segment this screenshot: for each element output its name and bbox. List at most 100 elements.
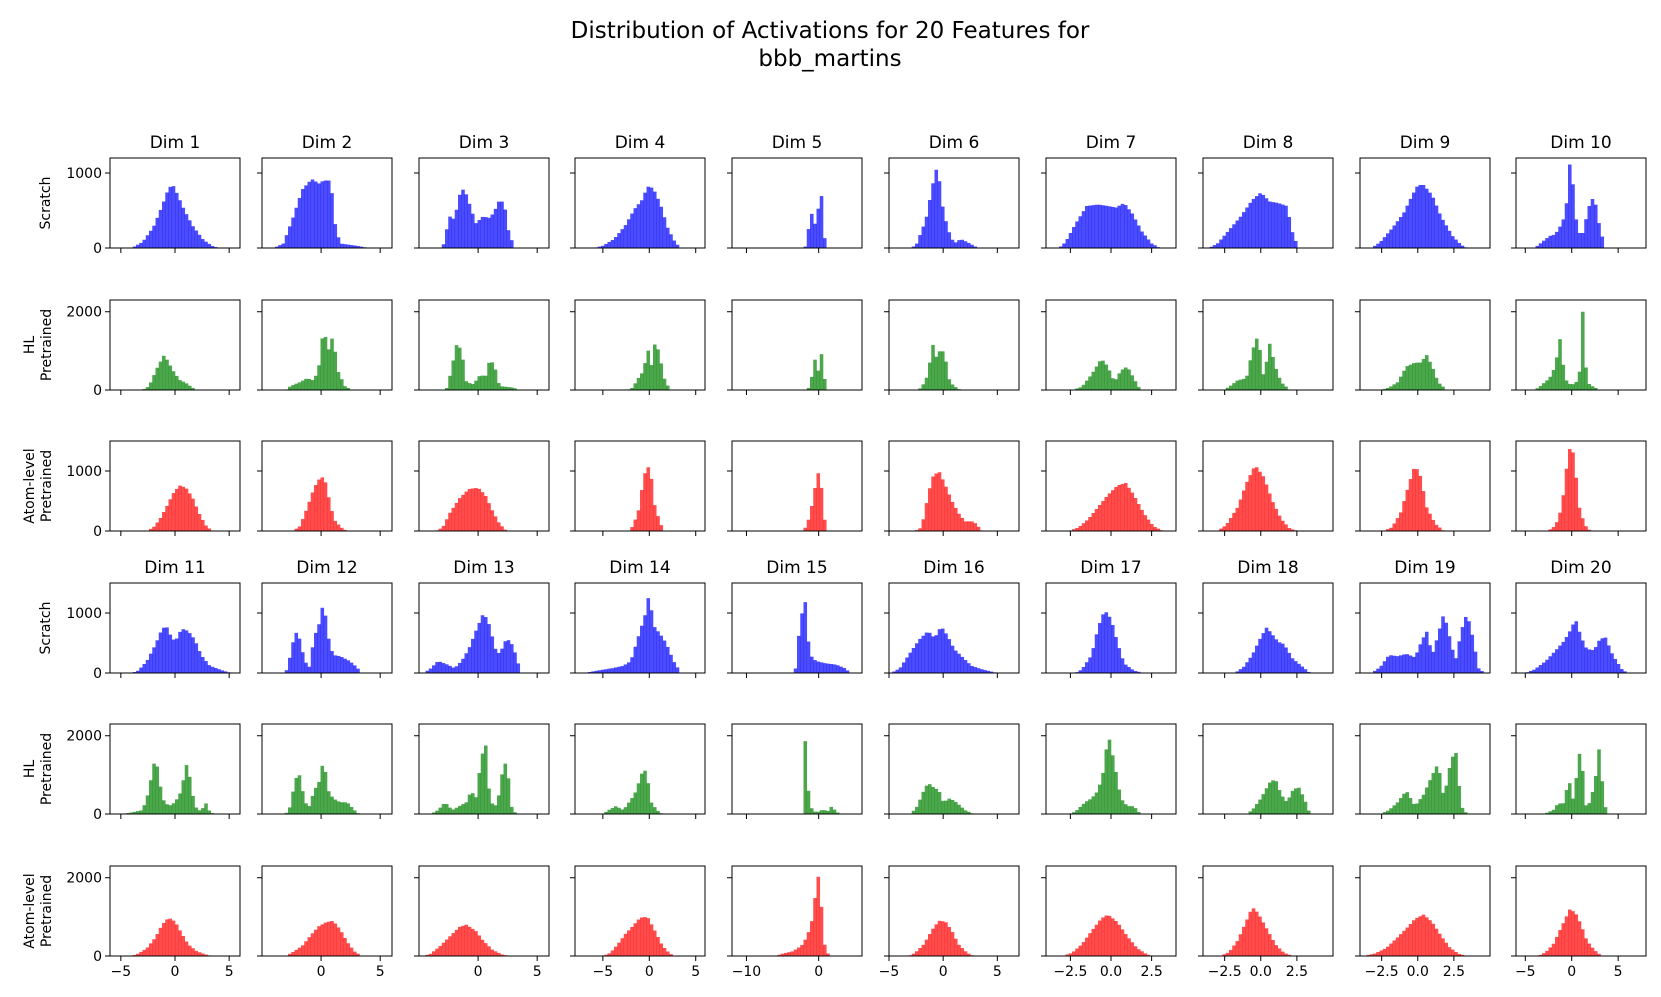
histogram-bar (1225, 231, 1230, 248)
histogram-bar (1574, 621, 1579, 673)
histogram-bar (1137, 387, 1141, 390)
row-label-text: Pretrained (39, 450, 55, 522)
histogram-bar (142, 949, 147, 956)
histogram-bar (1392, 384, 1397, 390)
histogram-bar (627, 219, 631, 248)
histogram-bar (1392, 940, 1397, 956)
histogram-bar (165, 804, 169, 814)
histogram-bar (336, 524, 341, 531)
histogram-bar (1251, 347, 1256, 390)
histogram-bar (1261, 374, 1266, 390)
histogram-bar (1245, 375, 1249, 390)
histogram-bar (349, 806, 354, 814)
histogram-bar (656, 349, 660, 390)
histogram-bar (803, 527, 808, 531)
histogram-bar (623, 807, 628, 814)
histogram-bar (336, 655, 341, 673)
histogram-bar (620, 666, 625, 673)
histogram-bar (194, 950, 199, 956)
histogram-bar (1587, 649, 1592, 673)
histogram-bar (1431, 368, 1436, 390)
histogram-bar (1065, 239, 1070, 248)
histogram-bar (1418, 644, 1423, 673)
histogram-bar (1264, 928, 1269, 956)
histogram-bar (497, 201, 501, 248)
histogram-bar (1386, 387, 1390, 390)
histogram-bar (1545, 380, 1549, 390)
histogram-bar (188, 385, 192, 390)
histogram-bar (1460, 627, 1465, 673)
histogram-bar (467, 926, 472, 956)
histogram-bar (1229, 949, 1233, 956)
subplot-frame (1359, 440, 1491, 532)
histogram-bar (1395, 656, 1400, 673)
histogram-bar (1444, 622, 1449, 673)
histogram-bar (1460, 245, 1465, 248)
subplot (1355, 440, 1491, 536)
histogram-bar (905, 657, 909, 673)
histogram-bar (1402, 654, 1406, 673)
histogram-bar (1111, 378, 1115, 390)
histogram-bar (1555, 936, 1559, 956)
histogram-bar (1075, 528, 1079, 531)
histogram-bar (1264, 627, 1269, 673)
histogram-bar (1564, 637, 1569, 673)
histogram-bar (1594, 776, 1598, 814)
histogram-bar (1564, 790, 1569, 814)
histogram-bar (158, 209, 163, 248)
row-label-text: Scratch (38, 177, 54, 230)
subplot: Dim 9 (1355, 133, 1491, 253)
histogram-bar (1564, 203, 1569, 248)
histogram-bar (1287, 954, 1292, 956)
histogram-bar (152, 647, 156, 673)
histogram-bar (617, 233, 621, 248)
histogram-bar (1590, 386, 1595, 390)
histogram-bar (1584, 938, 1588, 956)
subplot (727, 299, 863, 395)
histogram-bar (1405, 654, 1410, 673)
histogram-bar (934, 356, 939, 390)
histogram-bar (336, 801, 341, 814)
histogram-bar (175, 192, 179, 249)
histogram-bar (513, 812, 517, 814)
histogram-bar (1597, 749, 1601, 814)
histogram-bar (1274, 368, 1279, 390)
histogram-bar (1094, 366, 1099, 390)
subplot-frame (1359, 865, 1491, 957)
histogram-bar (1127, 487, 1131, 531)
histogram-bar (152, 526, 156, 531)
histogram-bar (823, 944, 827, 956)
histogram-bar (1156, 528, 1161, 531)
histogram-bar (330, 796, 334, 814)
histogram-bar (323, 336, 328, 390)
histogram-bar (451, 507, 456, 531)
subplot-frame (1202, 582, 1334, 674)
histogram-bar (1277, 377, 1282, 390)
histogram-bar (963, 521, 968, 531)
x-tick-label: −5 (1515, 964, 1536, 980)
histogram-bar (1124, 483, 1128, 531)
subplot-frame (731, 440, 863, 532)
histogram-bar (1441, 616, 1445, 674)
histogram-bar (168, 186, 173, 249)
histogram-bar (191, 948, 195, 956)
histogram-bar (136, 811, 140, 814)
histogram-bar (941, 628, 945, 673)
subplot-frame (574, 440, 706, 532)
histogram-bar (1101, 917, 1105, 956)
subplot (727, 440, 863, 536)
histogram-bar (954, 387, 958, 390)
histogram-bar (493, 208, 498, 248)
histogram-bar (188, 945, 192, 956)
histogram-bar (1130, 375, 1135, 390)
histogram-bar (1133, 381, 1138, 390)
histogram-bar (1454, 658, 1458, 673)
histogram-bar (320, 181, 325, 248)
histogram-bar (924, 785, 929, 814)
histogram-bar (1277, 203, 1282, 248)
y-tick-label: 2000 (66, 729, 102, 745)
histogram-bar (1603, 637, 1608, 673)
histogram-bar (178, 485, 182, 531)
subplot: −10 0 (727, 865, 863, 980)
subplot-title: Dim 20 (1550, 558, 1611, 578)
